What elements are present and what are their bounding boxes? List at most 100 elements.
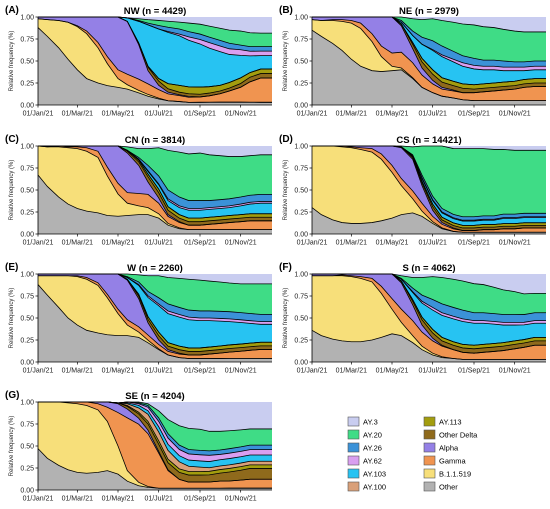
x-tick-label: 01/May/21 xyxy=(102,368,135,375)
x-tick-label: 01/Jan/21 xyxy=(23,496,54,503)
boundary-b-1-1-519 xyxy=(38,401,272,489)
x-tick-label: 01/Mar/21 xyxy=(62,368,94,375)
area-other xyxy=(312,330,546,362)
legend-label-alpha: Alpha xyxy=(439,444,459,453)
legend-swatch-ay-62 xyxy=(347,455,360,466)
panel-a: 0.00 0.25 0.50 0.75 1.00 01/Jan/21 01/Mar/21 01… xyxy=(5,5,272,118)
area-ay-103 xyxy=(38,274,272,348)
boundary-b-1-1-519 xyxy=(38,275,272,359)
area-alpha xyxy=(38,274,272,355)
area-other xyxy=(312,30,546,106)
y-tick-label: 0.00 xyxy=(20,102,34,109)
x-tick-label: 01/Jul/21 xyxy=(418,368,447,375)
boundary-ay-20 xyxy=(312,273,546,295)
x-tick-label: 01/May/21 xyxy=(376,368,409,375)
x-tick-label: 01/Jul/21 xyxy=(418,111,447,118)
x-tick-label: 01/Mar/21 xyxy=(336,240,368,247)
area-ay-3 xyxy=(38,402,272,432)
y-tick-label: 0.50 xyxy=(20,187,34,194)
y-tick-label: 0.75 xyxy=(294,36,308,43)
y-tick-label: 0.75 xyxy=(294,165,308,172)
area-ay-3 xyxy=(312,146,546,151)
y-tick-label: 0.75 xyxy=(20,293,34,300)
area-ay-20 xyxy=(38,17,272,47)
y-tick-label: 0.25 xyxy=(294,337,308,344)
area-other-delta xyxy=(312,17,546,93)
area-ay-62 xyxy=(38,17,272,56)
legend-label-ay-103: AY.103 xyxy=(363,470,386,479)
x-tick-label: 01/Sep/21 xyxy=(458,111,490,118)
legend-label-ay-3: AY.3 xyxy=(363,418,378,427)
x-tick-label: 01/Sep/21 xyxy=(184,368,216,375)
area-b-1-1-519 xyxy=(312,146,546,233)
legend-swatch-ay-3 xyxy=(347,416,360,427)
x-tick-label: 01/Nov/21 xyxy=(499,368,531,375)
legend-label-ay-62: AY.62 xyxy=(363,457,382,466)
y-tick-label: 0.75 xyxy=(20,36,34,43)
area-ay-3 xyxy=(312,274,546,294)
area-ay-100 xyxy=(38,402,272,472)
x-tick-label: 01/Mar/21 xyxy=(336,111,368,118)
area-ay-20 xyxy=(38,274,272,315)
y-tick-label: 0.50 xyxy=(294,315,308,322)
boundary-ay-20 xyxy=(38,145,272,157)
area-ay-3 xyxy=(38,17,272,34)
legend-label-other: Other xyxy=(439,483,458,492)
legend-swatch-alpha xyxy=(423,442,436,453)
panel-b: 0.00 0.25 0.50 0.75 1.00 01/Jan/21 01/Mar/21 01… xyxy=(279,5,546,118)
panel-title: NW (n = 4429) xyxy=(124,6,187,17)
legend-swatch-gamma xyxy=(423,455,436,466)
y-tick-label: 0.50 xyxy=(294,187,308,194)
y-tick-label: 0.50 xyxy=(294,58,308,65)
y-axis-label: Relative frequency (%) xyxy=(9,416,15,477)
y-tick-label: 0.25 xyxy=(20,337,34,344)
y-tick-label: 0.00 xyxy=(20,487,34,494)
area-ay-20 xyxy=(38,402,272,451)
panel-letter: (C) xyxy=(5,134,19,145)
y-tick-label: 0.25 xyxy=(20,209,34,216)
area-ay-113 xyxy=(312,274,546,349)
panel-g: 0.00 0.25 0.50 0.75 1.00 01/Jan/21 01/Mar/21 01… xyxy=(5,390,272,503)
x-tick-label: 01/Jul/21 xyxy=(144,240,173,247)
panel-c: 0.00 0.25 0.50 0.75 1.00 01/Jan/21 01/Mar/21 01… xyxy=(5,134,272,247)
x-tick-label: 01/Jul/21 xyxy=(144,368,173,375)
area-b-1-1-519 xyxy=(312,275,546,360)
panel-letter: (F) xyxy=(279,262,292,273)
x-tick-label: 01/Mar/21 xyxy=(62,111,94,118)
x-tick-label: 01/Sep/21 xyxy=(458,240,490,247)
y-tick-label: 0.50 xyxy=(20,58,34,65)
x-tick-label: 01/Nov/21 xyxy=(225,240,257,247)
x-tick-label: 01/May/21 xyxy=(102,240,135,247)
legend-swatch-ay-26 xyxy=(347,442,360,453)
area-ay-113 xyxy=(38,402,272,476)
panel-title: CN (n = 3814) xyxy=(125,135,185,146)
panel-letter: (B) xyxy=(279,5,293,16)
x-tick-label: 01/Jul/21 xyxy=(418,240,447,247)
area-ay-26 xyxy=(38,274,272,322)
area-b-1-1-519 xyxy=(38,275,272,359)
area-ay-113 xyxy=(38,274,272,352)
panel-letter: (G) xyxy=(5,390,19,401)
y-axis-label: Relative frequency (%) xyxy=(283,160,289,221)
panel-letter: (D) xyxy=(279,134,293,145)
area-gamma xyxy=(38,18,272,103)
y-tick-label: 0.50 xyxy=(20,315,34,322)
y-tick-label: 0.25 xyxy=(20,80,34,87)
area-ay-3 xyxy=(38,146,272,157)
legend-swatch-other xyxy=(423,481,436,492)
x-tick-label: 01/Sep/21 xyxy=(458,368,490,375)
x-tick-label: 01/Nov/21 xyxy=(225,496,257,503)
legend-label-b-1-1-519: B.1.1.519 xyxy=(439,470,471,479)
x-tick-label: 01/Jan/21 xyxy=(297,111,328,118)
y-tick-label: 0.25 xyxy=(20,465,34,472)
y-tick-label: 0.00 xyxy=(20,359,34,366)
panel-d: 0.00 0.25 0.50 0.75 1.00 01/Jan/21 01/Mar/21 01… xyxy=(279,134,546,247)
area-gamma xyxy=(312,146,546,233)
panel-title: SE (n = 4204) xyxy=(125,391,184,402)
x-tick-label: 01/Nov/21 xyxy=(499,111,531,118)
y-tick-label: 1.00 xyxy=(20,271,34,278)
legend-swatch-ay-113 xyxy=(423,416,436,427)
legend-swatch-ay-103 xyxy=(347,468,360,479)
x-tick-label: 01/Sep/21 xyxy=(184,111,216,118)
